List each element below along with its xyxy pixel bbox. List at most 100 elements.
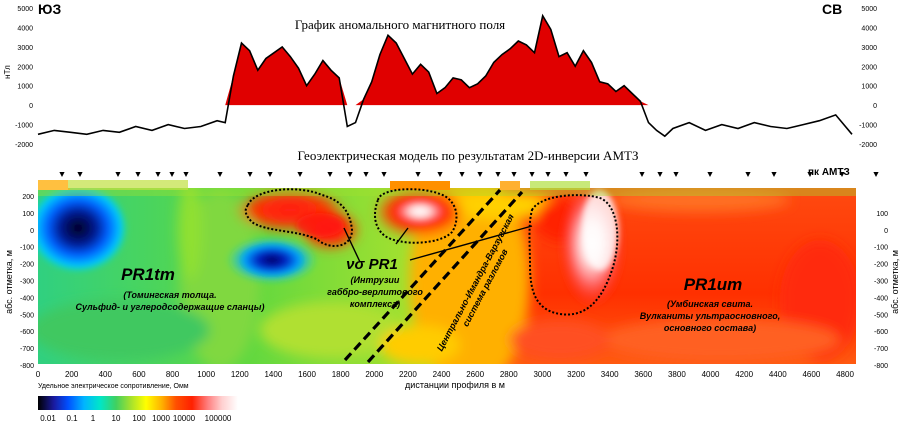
depth-left-tick-label: -200	[20, 262, 34, 269]
magnetic-right-tick-label: -1000	[859, 123, 877, 130]
amtz-station-marker	[267, 172, 273, 177]
unit-pr1um-desc-3: основного состава)	[664, 323, 756, 333]
amtz-station-label: пк АМТЗ	[808, 167, 850, 178]
amtz-station-marker	[639, 172, 645, 177]
distance-tick-label: 4200	[735, 370, 753, 379]
depth-left-tick-label: 0	[30, 228, 34, 235]
depth-left-tick-label: -100	[20, 245, 34, 252]
depth-right-tick-label: -500	[874, 312, 888, 319]
magnetic-left-axis: 5000 4000 3000 2000 1000 0 -1000 -2000	[15, 6, 33, 149]
amtz-station-marker	[459, 172, 465, 177]
distance-tick-label: 0	[36, 370, 41, 379]
colorbar-tick-label: 1000	[152, 414, 170, 423]
resistivity-colorbar	[38, 396, 238, 410]
amtz-station-marker	[217, 172, 223, 177]
magnetic-left-tick-label: 1000	[17, 84, 33, 91]
distance-tick-label: 2000	[365, 370, 383, 379]
magnetic-title: График аномального магнитного поля	[295, 17, 505, 32]
colorbar-tick-label: 100000	[205, 414, 232, 423]
depth-right-tick-label: 0	[884, 228, 888, 235]
amtz-station-marker	[477, 172, 483, 177]
depth-right-tick-label: 100	[876, 211, 888, 218]
depth-left-tick-label: -800	[20, 363, 34, 370]
ne-label: СВ	[822, 1, 842, 17]
amtz-station-marker	[77, 172, 83, 177]
amtz-station-marker	[183, 172, 189, 177]
distance-tick-label: 2600	[466, 370, 484, 379]
distance-tick-label: 4400	[769, 370, 787, 379]
magnetic-unit-label: нТл	[3, 65, 12, 79]
amtz-station-marker	[873, 172, 879, 177]
colorbar-ticks: 0.01 0.1 1 10 100 1000 10000 100000	[40, 414, 232, 423]
depth-left-tick-label: -700	[20, 346, 34, 353]
depth-right-tick-label: -200	[874, 262, 888, 269]
amtz-station-marker	[495, 172, 501, 177]
distance-tick-label: 1000	[197, 370, 215, 379]
distance-tick-label: 1600	[298, 370, 316, 379]
depth-left-tick-label: -600	[20, 329, 34, 336]
amtz-station-marker	[771, 172, 777, 177]
amtz-station-marker	[155, 172, 161, 177]
magnetic-left-tick-label: 0	[29, 103, 33, 110]
magnetic-left-tick-label: 4000	[17, 25, 33, 32]
amtz-station-marker	[529, 172, 535, 177]
resistivity-section	[38, 188, 856, 364]
colorbar-tick-label: 1	[91, 414, 96, 423]
depth-left-axis: 200 100 0 -100 -200 -300 -400 -500 -600 -700 -800	[20, 194, 34, 370]
geoelectric-title: Геоэлектрическая модель по результатам 2…	[298, 148, 639, 163]
magnetic-right-tick-label: 3000	[861, 45, 877, 52]
colorbar-tick-label: 0.01	[40, 414, 56, 423]
label-leader-lines	[343, 225, 533, 263]
amtz-station-marker	[437, 172, 443, 177]
intrusion-contours	[244, 188, 619, 316]
amtz-station-marker	[363, 172, 369, 177]
amtz-station-marker	[59, 172, 65, 177]
depth-right-tick-label: -100	[874, 245, 888, 252]
unit-vspr1-name: νσ PR1	[346, 256, 398, 273]
unit-pr1um-desc-2: Вулканиты ультраосновного,	[640, 311, 780, 321]
magnetic-right-tick-label: 1000	[861, 84, 877, 91]
magnetic-right-axis: 5000 4000 3000 2000 1000 0 -1000 -2000	[859, 6, 877, 149]
magnetic-right-tick-label: -2000	[859, 142, 877, 149]
magnetic-right-tick-label: 4000	[861, 25, 877, 32]
amtz-station-marker	[381, 172, 387, 177]
distance-tick-label: 4000	[702, 370, 720, 379]
distance-tick-label: 4600	[802, 370, 820, 379]
distance-tick-label: 3800	[668, 370, 686, 379]
distance-axis: 0 200 400 600 800 1000 1200 1400 1600 1800 2000 220…	[36, 370, 855, 379]
depth-axis-right-label: абс. отметка, м	[890, 250, 900, 314]
resistivity-label: Удельное электрическое сопротивление, Ом…	[38, 383, 189, 390]
unit-pr1um-name: PR1um	[684, 275, 743, 294]
magnetic-left-tick-label: -1000	[15, 123, 33, 130]
distance-tick-label: 1200	[231, 370, 249, 379]
distance-tick-label: 1800	[332, 370, 350, 379]
depth-left-tick-label: 200	[22, 194, 34, 201]
distance-tick-label: 2800	[500, 370, 518, 379]
unit-vspr1-desc-3: комплекса)	[350, 299, 400, 309]
distance-tick-label: 3400	[601, 370, 619, 379]
distance-tick-label: 600	[132, 370, 146, 379]
amtz-station-marker	[169, 172, 175, 177]
magnetic-left-tick-label: 5000	[17, 6, 33, 13]
sw-label: ЮЗ	[38, 1, 61, 17]
magnetic-anomaly-curve	[37, 13, 853, 138]
distance-tick-label: 4800	[836, 370, 854, 379]
unit-pr1tm-desc-2: Сульфид- и углеродсодержащие сланцы)	[76, 302, 265, 312]
amtz-station-marker	[657, 172, 663, 177]
depth-left-tick-label: -400	[20, 295, 34, 302]
amtz-station-marker	[297, 172, 303, 177]
fault-system-lines	[343, 188, 524, 364]
unit-vspr1-desc-1: (Интрузии	[351, 275, 400, 285]
colorbar-tick-label: 10000	[173, 414, 196, 423]
depth-right-tick-label: -400	[874, 295, 888, 302]
depth-left-tick-label: -500	[20, 312, 34, 319]
unit-pr1tm-name: PR1tm	[121, 265, 175, 284]
depth-right-tick-label: -600	[874, 329, 888, 336]
distance-tick-label: 2400	[433, 370, 451, 379]
magnetic-left-tick-label: 3000	[17, 45, 33, 52]
amtz-station-marker	[545, 172, 551, 177]
magnetic-anomaly-positive-fill	[38, 15, 852, 106]
distance-tick-label: 400	[99, 370, 113, 379]
amtz-station-marker	[583, 172, 589, 177]
magnetic-right-tick-label: 0	[873, 103, 877, 110]
